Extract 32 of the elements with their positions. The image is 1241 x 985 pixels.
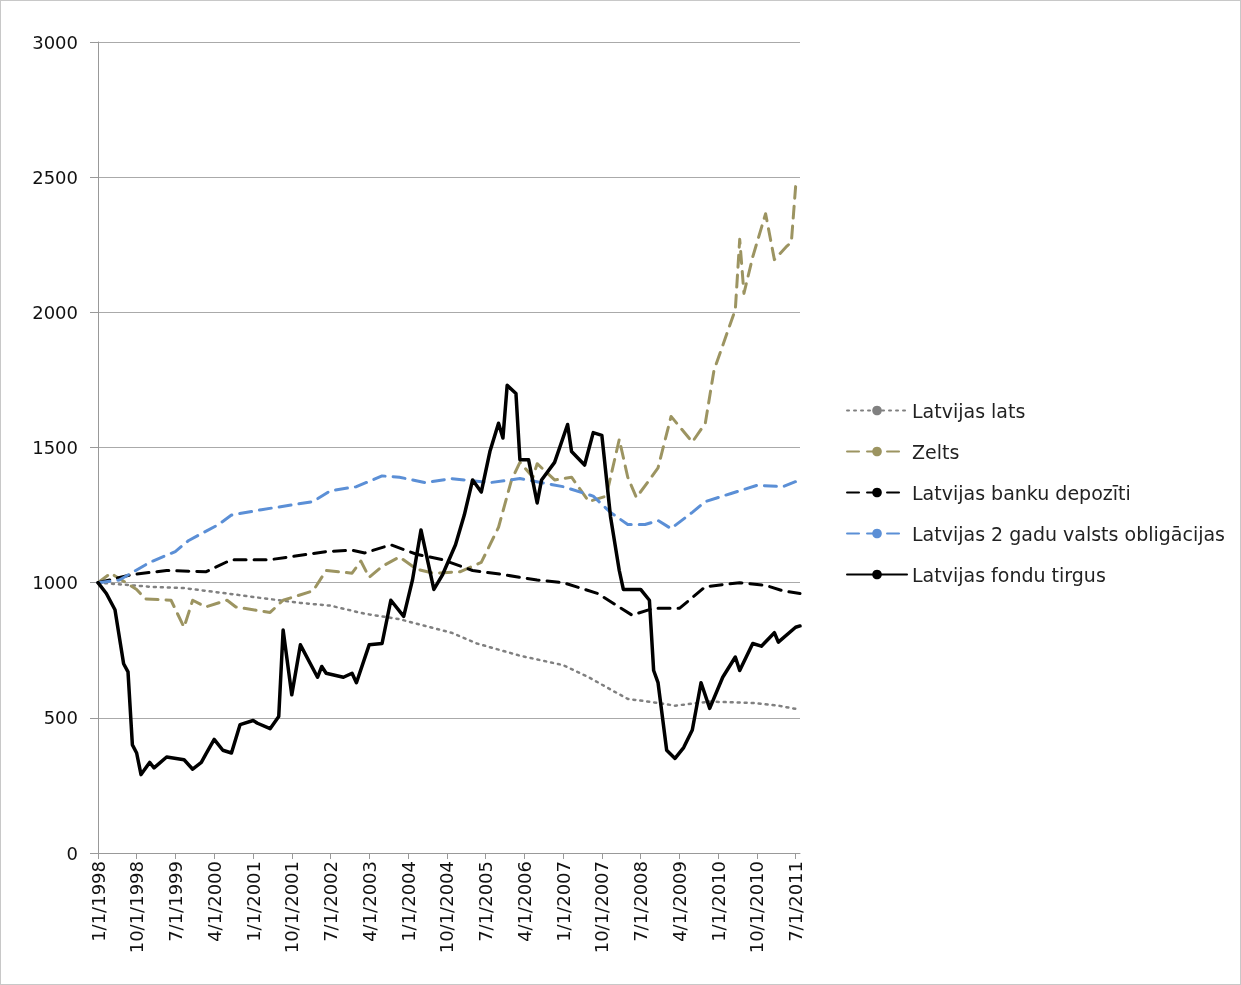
legend-label: Zelts <box>912 440 960 463</box>
x-tick-label: 4/1/2009 <box>668 861 690 942</box>
x-tick-label: 7/1/2011 <box>785 861 807 942</box>
x-tick-label: 10/1/2010 <box>746 861 768 954</box>
line-series <box>96 185 798 629</box>
x-tick-label: 4/1/2000 <box>203 861 225 942</box>
x-tick-label: 7/1/1999 <box>164 861 186 942</box>
x-tick-label: 7/1/2005 <box>475 861 497 942</box>
x-tick-label: 1/1/2004 <box>397 861 419 942</box>
y-tick-label: 0 <box>66 842 78 864</box>
x-tick-label: 7/1/2008 <box>630 861 652 942</box>
x-tick-label: 4/1/2006 <box>513 861 535 942</box>
y-tick-label: 1000 <box>32 572 78 594</box>
legend-label: Latvijas lats <box>912 399 1026 422</box>
legend-label: Latvijas 2 gadu valsts obligācijas <box>912 522 1225 545</box>
x-tick-label: 1/1/2007 <box>552 861 574 942</box>
legend-label: Latvijas banku depozīti <box>912 481 1131 504</box>
x-tick-label: 1/1/2001 <box>242 861 264 942</box>
x-tick-label: 10/1/2004 <box>436 861 458 954</box>
y-tick-label: 2500 <box>32 166 78 188</box>
x-tick-label: 10/1/2001 <box>281 861 303 954</box>
legend-label: Latvijas fondu tirgus <box>912 563 1106 586</box>
y-tick-label: 2000 <box>32 301 78 323</box>
y-tick-label: 500 <box>43 707 78 729</box>
x-tick-label: 7/1/2002 <box>319 861 341 942</box>
x-tick-label: 1/1/1998 <box>87 861 109 942</box>
x-tick-label: 1/1/2010 <box>707 861 729 942</box>
y-tick-label: 3000 <box>32 31 78 53</box>
x-tick-label: 10/1/1998 <box>126 861 148 954</box>
x-tick-label: 4/1/2003 <box>358 861 380 942</box>
x-tick-label: 10/1/2007 <box>591 861 613 954</box>
y-tick-label: 1500 <box>32 437 78 458</box>
